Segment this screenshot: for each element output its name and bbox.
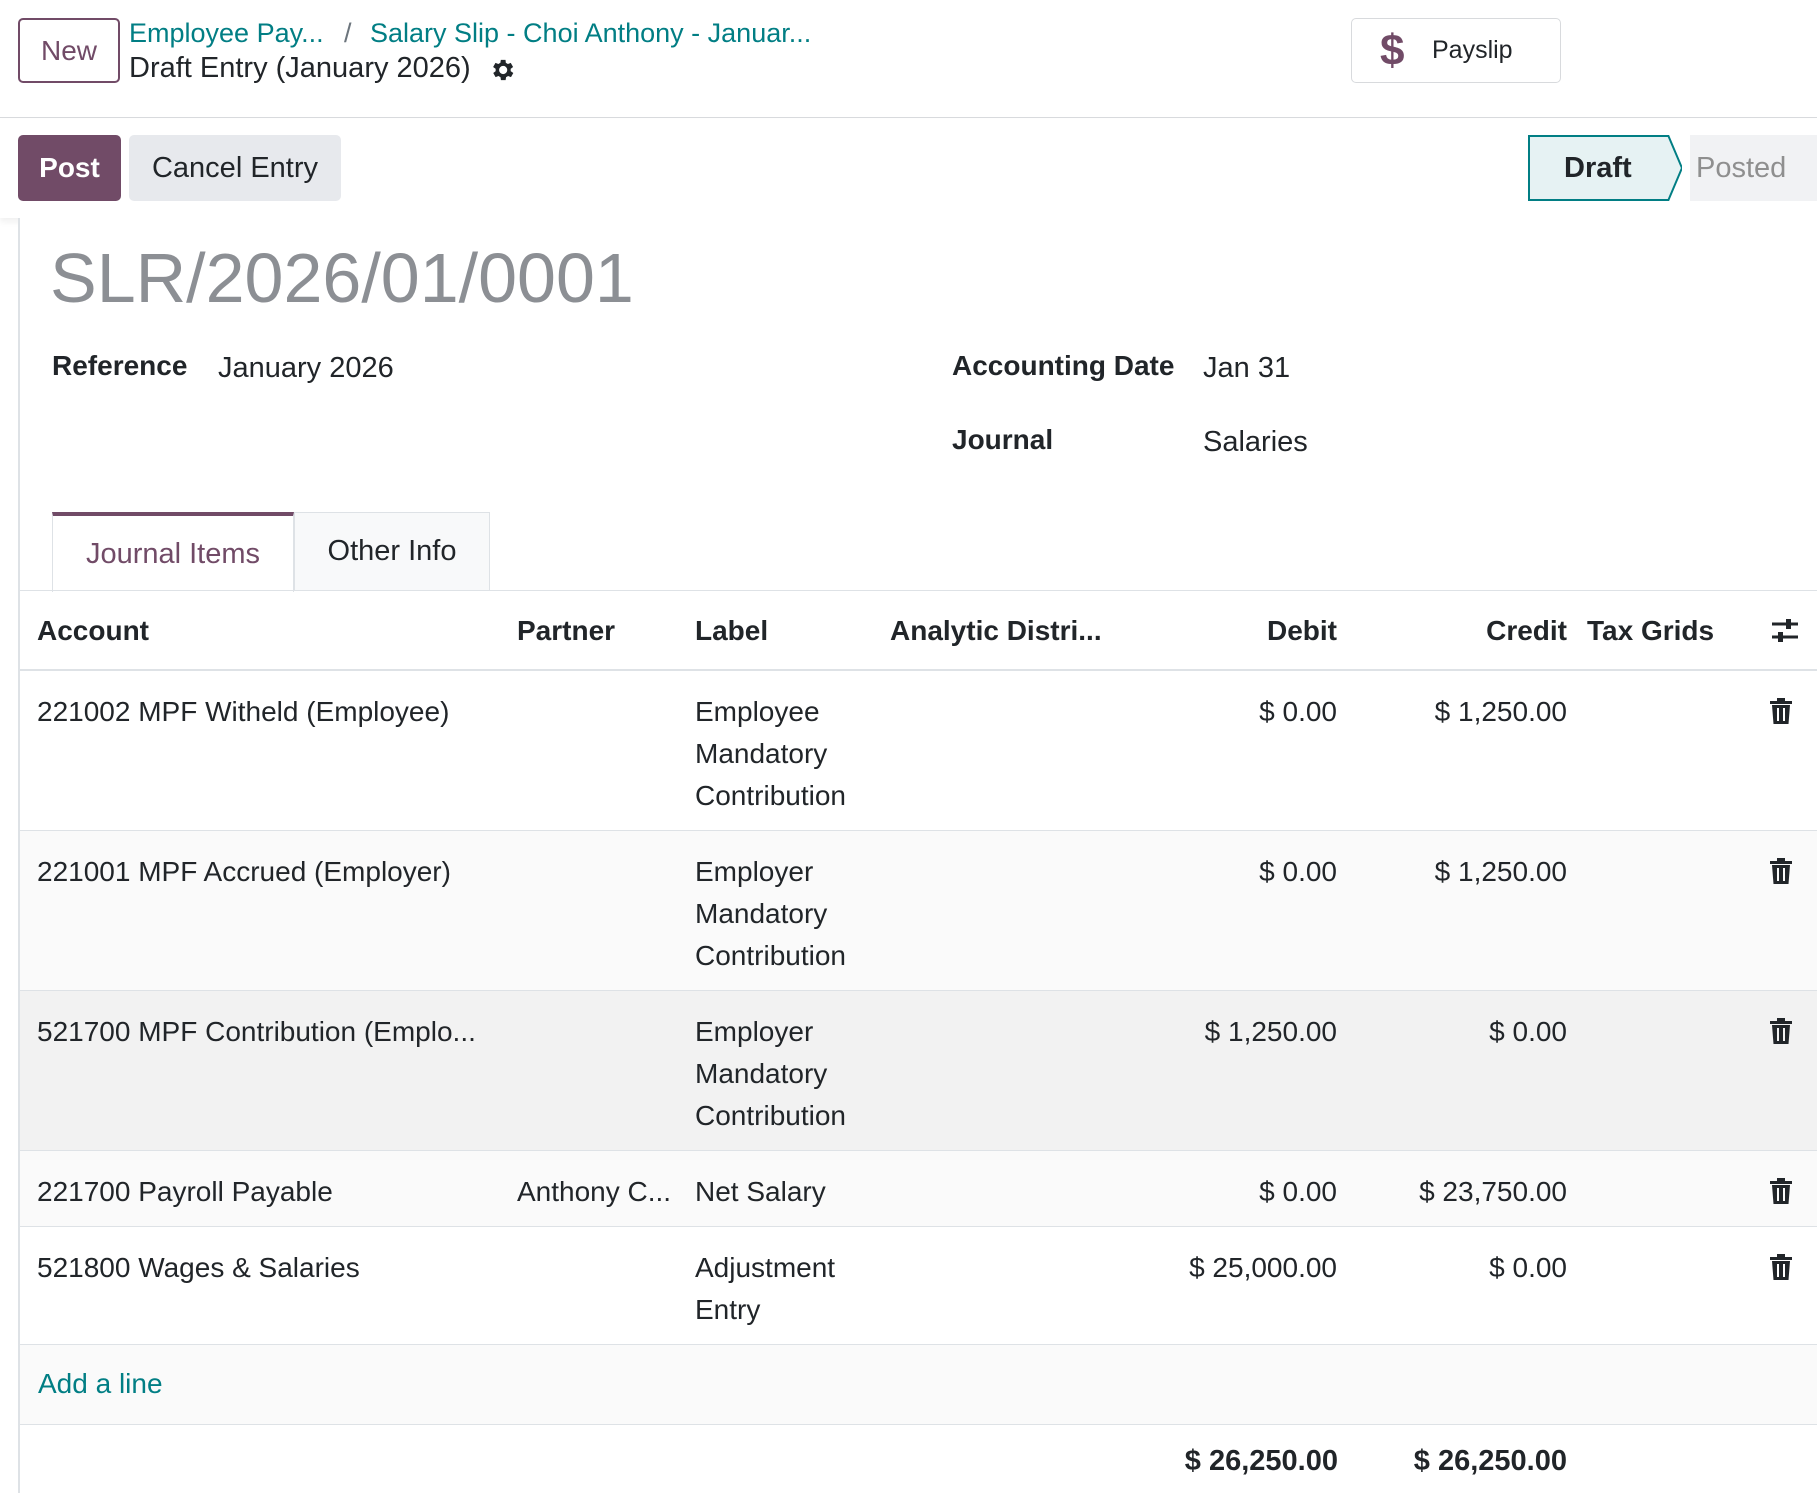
credit-cell[interactable]: $ 1,250.00 — [1434, 696, 1567, 727]
tab-journal-items[interactable]: Journal Items — [52, 512, 294, 592]
label-cell-line[interactable]: Employer — [695, 856, 814, 887]
trash-icon[interactable] — [1769, 857, 1793, 885]
tabs-divider — [20, 590, 1817, 591]
label-cell-line[interactable]: Contribution — [695, 940, 846, 971]
add-a-line-link[interactable]: Add a line — [38, 1368, 163, 1399]
label-cell-line[interactable]: Mandatory — [695, 1058, 828, 1089]
control-panel: New Employee Pay... / Salary Slip - Choi… — [0, 0, 1817, 118]
label-cell-line[interactable]: Contribution — [695, 780, 846, 811]
reference-field[interactable]: January 2026 — [218, 352, 394, 384]
accounting-date-label: Accounting Date — [952, 350, 1175, 381]
label-cell-line[interactable]: Contribution — [695, 1100, 846, 1131]
add-line-row — [20, 1345, 1817, 1425]
reference-label: Reference — [52, 350, 188, 381]
partner-cell[interactable]: Anthony C... — [517, 1176, 672, 1207]
breadcrumb-salary-slip[interactable]: Salary Slip - Choi Anthony - Januar... — [370, 18, 812, 48]
column-partner[interactable]: Partner — [517, 615, 616, 646]
new-button[interactable]: New — [18, 18, 120, 83]
stage-arrow-icon — [1648, 135, 1682, 201]
label-cell-line[interactable]: Net Salary — [695, 1176, 826, 1207]
debit-cell[interactable]: $ 0.00 — [1259, 1176, 1337, 1207]
record-title: Draft Entry (January 2026) — [129, 52, 471, 84]
trash-icon[interactable] — [1769, 697, 1793, 725]
gear-icon[interactable] — [488, 56, 516, 84]
account-cell[interactable]: 221001 MPF Accrued (Employer) — [37, 856, 451, 887]
total-credit: $ 26,250.00 — [1413, 1445, 1567, 1477]
debit-cell[interactable]: $ 0.00 — [1259, 696, 1337, 727]
trash-icon[interactable] — [1769, 1017, 1793, 1045]
payslip-label: Payslip — [1432, 36, 1513, 64]
table-row[interactable]: 521700 MPF Contribution (Emplo... Employ… — [20, 991, 1817, 1151]
post-button[interactable]: Post — [18, 135, 121, 201]
tab-other-info[interactable]: Other Info — [294, 512, 490, 590]
credit-cell[interactable]: $ 1,250.00 — [1434, 856, 1567, 887]
label-cell-line[interactable]: Employer — [695, 1016, 814, 1047]
column-tax-grids[interactable]: Tax Grids — [1587, 615, 1715, 646]
accounting-date-field[interactable]: Jan 31 — [1203, 352, 1291, 384]
account-cell[interactable]: 221700 Payroll Payable — [37, 1176, 333, 1207]
credit-cell[interactable]: $ 23,750.00 — [1419, 1176, 1567, 1207]
debit-cell[interactable]: $ 25,000.00 — [1189, 1252, 1337, 1283]
cancel-entry-button[interactable]: Cancel Entry — [129, 135, 341, 201]
column-analytic-distribution[interactable]: Analytic Distri... — [890, 615, 1102, 646]
stage-draft[interactable]: Draft — [1528, 135, 1668, 201]
account-cell[interactable]: 221002 MPF Witheld (Employee) — [37, 696, 450, 727]
payslip-smart-button[interactable]: $ Payslip — [1351, 18, 1561, 83]
credit-cell[interactable]: $ 0.00 — [1489, 1016, 1567, 1047]
dollar-icon: $ — [1380, 25, 1405, 75]
column-account[interactable]: Account — [37, 615, 149, 646]
journal-field[interactable]: Salaries — [1203, 426, 1308, 458]
table-row[interactable]: 221001 MPF Accrued (Employer) Employer M… — [20, 831, 1817, 991]
breadcrumb-employee-payslips[interactable]: Employee Pay... — [129, 18, 324, 48]
label-cell-line[interactable]: Mandatory — [695, 738, 828, 769]
entry-name: SLR/2026/01/0001 — [50, 239, 634, 317]
label-cell-line[interactable]: Entry — [695, 1294, 761, 1325]
optional-columns-icon[interactable] — [1770, 617, 1800, 645]
account-cell[interactable]: 521800 Wages & Salaries — [37, 1252, 360, 1283]
stage-posted[interactable]: Posted — [1690, 135, 1817, 201]
column-label[interactable]: Label — [695, 615, 769, 646]
table-row[interactable]: 221700 Payroll Payable Anthony C... Net … — [20, 1151, 1817, 1227]
trash-icon[interactable] — [1769, 1177, 1793, 1205]
column-credit[interactable]: Credit — [1486, 615, 1567, 646]
journal-label: Journal — [952, 424, 1054, 455]
label-cell-line[interactable]: Mandatory — [695, 898, 828, 929]
table-row[interactable]: 521800 Wages & Salaries Adjustment Entry… — [20, 1227, 1817, 1345]
total-debit: $ 26,250.00 — [1184, 1445, 1338, 1477]
table-row[interactable]: 221002 MPF Witheld (Employee) Employee M… — [20, 671, 1817, 831]
debit-cell[interactable]: $ 0.00 — [1259, 856, 1337, 887]
debit-cell[interactable]: $ 1,250.00 — [1204, 1016, 1337, 1047]
breadcrumb-separator: / — [344, 18, 352, 48]
account-cell[interactable]: 521700 MPF Contribution (Emplo... — [37, 1016, 476, 1047]
table-header: Account Partner Label Analytic Distri...… — [20, 591, 1817, 671]
trash-icon[interactable] — [1769, 1253, 1793, 1281]
credit-cell[interactable]: $ 0.00 — [1489, 1252, 1567, 1283]
column-debit[interactable]: Debit — [1267, 615, 1337, 646]
label-cell-line[interactable]: Adjustment — [695, 1252, 836, 1283]
label-cell-line[interactable]: Employee — [695, 696, 820, 727]
status-bar: Post Cancel Entry Draft Posted — [0, 119, 1817, 218]
